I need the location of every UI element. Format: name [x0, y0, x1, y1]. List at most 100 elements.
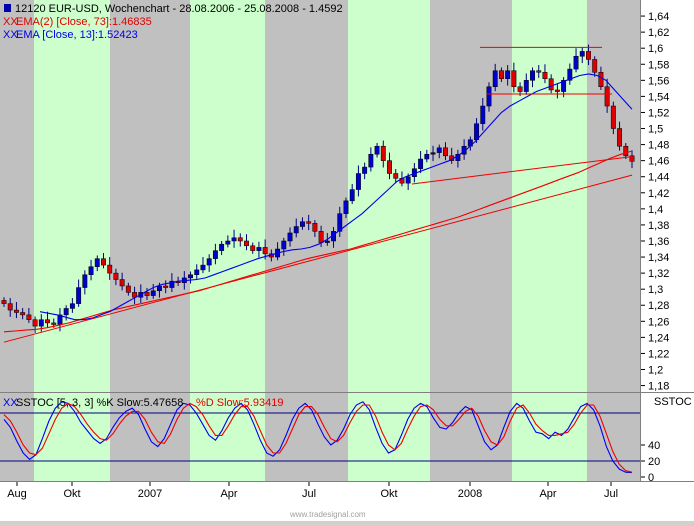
candle-95	[592, 56, 598, 77]
candle-body-0	[1, 300, 7, 304]
stoch-k-line	[3, 401, 633, 474]
candle-89	[554, 83, 560, 99]
ema-slow-legend: EMA(2) [Close, 73]:1.46835	[16, 16, 152, 28]
candle-body-23	[144, 292, 150, 296]
candle-59	[368, 147, 374, 172]
candle-93	[579, 46, 585, 64]
price-band-1	[190, 0, 265, 392]
candle-39	[244, 234, 249, 251]
time-tick-label-0: Aug	[7, 488, 27, 500]
candle-98	[610, 101, 616, 135]
candle-23	[144, 287, 150, 301]
candle-body-47	[293, 226, 299, 234]
candle-94	[586, 44, 591, 66]
candle-55	[343, 197, 349, 219]
candle-70	[436, 144, 442, 159]
candle-80	[498, 67, 504, 82]
candle-0	[1, 297, 7, 307]
candle-body-1	[7, 303, 13, 311]
price-tick-label-16: 1,32	[648, 268, 669, 280]
candle-body-10	[63, 308, 69, 316]
candle-82	[511, 62, 517, 93]
price-tick-label-21: 1,22	[648, 348, 669, 360]
ema-slow-legend-prefix: XX	[3, 16, 18, 28]
candle-body-33	[206, 258, 212, 266]
price-tick-label-3: 1,58	[648, 59, 669, 71]
candle-body-89	[554, 89, 560, 92]
candle-body-91	[567, 68, 573, 81]
candle-33	[206, 254, 212, 272]
candle-62	[387, 152, 392, 180]
candle-body-94	[586, 51, 591, 60]
candle-body-62	[387, 160, 392, 174]
time-tick-label-8: Jul	[604, 488, 618, 500]
price-tick-label-11: 1,42	[648, 188, 669, 200]
price-tick-label-22: 1,2	[648, 365, 663, 377]
watermark: www.tradesignal.com	[289, 510, 366, 519]
candle-91	[567, 63, 573, 85]
candle-body-78	[486, 86, 492, 107]
candle-body-97	[604, 86, 610, 107]
price-band-2	[348, 0, 430, 392]
candle-body-15	[94, 258, 100, 267]
candle-body-32	[200, 264, 206, 271]
candle-37	[231, 229, 237, 248]
candle-3	[20, 308, 26, 320]
candle-body-85	[530, 70, 535, 81]
symbol-icon	[4, 4, 11, 12]
candle-body-45	[281, 240, 287, 250]
candle-body-6	[38, 319, 44, 327]
candle-body-61	[380, 145, 386, 161]
candle-body-13	[82, 274, 88, 288]
candle-99	[617, 121, 623, 151]
candle-body-92	[573, 55, 579, 70]
candle-body-76	[474, 123, 480, 141]
candle-48	[300, 217, 305, 230]
candle-57	[355, 165, 361, 197]
candle-body-17	[107, 264, 113, 274]
candle-body-71	[443, 147, 448, 157]
candle-body-31	[194, 269, 200, 275]
candle-50	[312, 220, 318, 237]
candle-19	[119, 272, 125, 291]
stoch-axis-area	[640, 393, 694, 481]
candle-body-59	[368, 153, 374, 168]
time-tick-label-6: 2008	[458, 488, 482, 500]
candle-13	[82, 270, 88, 295]
candle-body-26	[163, 285, 169, 288]
candle-14	[88, 259, 94, 281]
ema-fast-legend: EMA [Close, 13]:1.52423	[16, 29, 138, 41]
candle-body-18	[113, 272, 119, 280]
price-tick-label-15: 1,34	[648, 252, 669, 264]
candle-54	[337, 206, 343, 237]
candle-17	[107, 257, 113, 280]
candle-body-38	[237, 237, 243, 242]
price-tick-label-7: 1,5	[648, 124, 663, 136]
candle-body-83	[517, 86, 523, 92]
candle-body-24	[150, 290, 156, 296]
candle-4	[26, 308, 32, 323]
price-tick-label-19: 1,26	[648, 316, 669, 328]
price-tick-label-6: 1,52	[648, 107, 669, 119]
chart-title: 12120 EUR-USD, Wochenchart - 28.08.2006 …	[15, 3, 343, 15]
stoch-panel-tag: SSTOC	[654, 396, 692, 408]
candle-40	[250, 242, 256, 254]
candle-11	[69, 298, 75, 313]
stoch-tick-label-1: 20	[648, 456, 660, 468]
candle-12	[76, 279, 82, 307]
time-tick-label-5: Okt	[380, 488, 397, 500]
candle-46	[287, 227, 293, 247]
price-tick-label-1: 1,62	[648, 27, 669, 39]
candle-body-100	[623, 145, 629, 157]
candle-body-84	[523, 80, 529, 92]
candle-24	[150, 283, 156, 299]
price-band-0	[34, 0, 110, 392]
candle-body-41	[256, 247, 262, 251]
candle-97	[604, 78, 610, 113]
candle-body-82	[511, 70, 517, 88]
candle-45	[281, 237, 287, 256]
candle-body-79	[492, 70, 498, 88]
candle-88	[548, 74, 554, 94]
